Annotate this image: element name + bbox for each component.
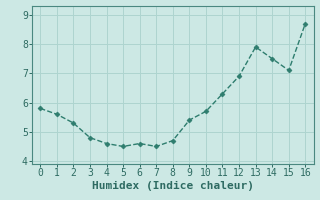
- X-axis label: Humidex (Indice chaleur): Humidex (Indice chaleur): [92, 181, 254, 191]
